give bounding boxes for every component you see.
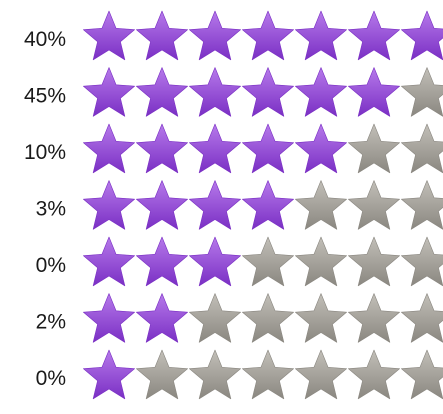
star-empty-icon [401,180,443,230]
star-filled-icon [295,67,347,117]
star-filled-icon [136,123,188,174]
star-filled-icon [348,67,400,117]
star-filled-icon [83,67,135,117]
star-empty-icon [295,236,347,287]
star-filled-icon [189,10,241,61]
row-label: 2% [36,311,66,334]
star-empty-icon [348,236,400,287]
star-filled-icon [242,123,294,174]
star-empty-icon [348,349,400,400]
row-label: 10% [24,141,66,164]
row-label: 45% [24,85,66,108]
star-filled-icon [136,10,188,61]
star-filled-icon [295,10,347,61]
star-filled-icon [83,180,135,230]
star-filled-icon [83,10,135,61]
star-empty-icon [295,349,347,400]
row-label: 3% [36,198,66,221]
star-empty-icon [136,349,188,400]
star-filled-icon [295,123,347,174]
star-filled-icon [136,293,188,343]
star-filled-icon [242,10,294,61]
star-filled-icon [136,236,188,287]
star-empty-icon [348,123,400,174]
star-empty-icon [348,293,400,343]
star-grid [83,10,443,400]
star-filled-icon [189,67,241,117]
star-filled-icon [83,349,135,400]
star-filled-icon [348,10,400,61]
star-filled-icon [136,180,188,230]
star-filled-icon [189,180,241,230]
row-label: 40% [24,28,66,51]
star-filled-icon [189,123,241,174]
row-label: 0% [36,254,66,277]
star-filled-icon [242,67,294,117]
star-empty-icon [401,236,443,287]
star-filled-icon [83,236,135,287]
star-filled-icon [189,236,241,287]
star-filled-icon [83,293,135,343]
star-empty-icon [242,349,294,400]
star-empty-icon [295,180,347,230]
star-filled-icon [401,10,443,61]
star-empty-icon [295,293,347,343]
row-label: 0% [36,367,66,390]
star-empty-icon [401,123,443,174]
star-empty-icon [189,349,241,400]
star-empty-icon [401,67,443,117]
star-empty-icon [242,293,294,343]
star-empty-icon [401,349,443,400]
star-empty-icon [242,236,294,287]
star-filled-icon [83,123,135,174]
star-empty-icon [189,293,241,343]
star-filled-icon [136,67,188,117]
star-filled-icon [242,180,294,230]
star-empty-icon [401,293,443,343]
star-empty-icon [348,180,400,230]
row-labels: 40% 45% 10% 3% 0% 2% 0% [24,28,66,390]
